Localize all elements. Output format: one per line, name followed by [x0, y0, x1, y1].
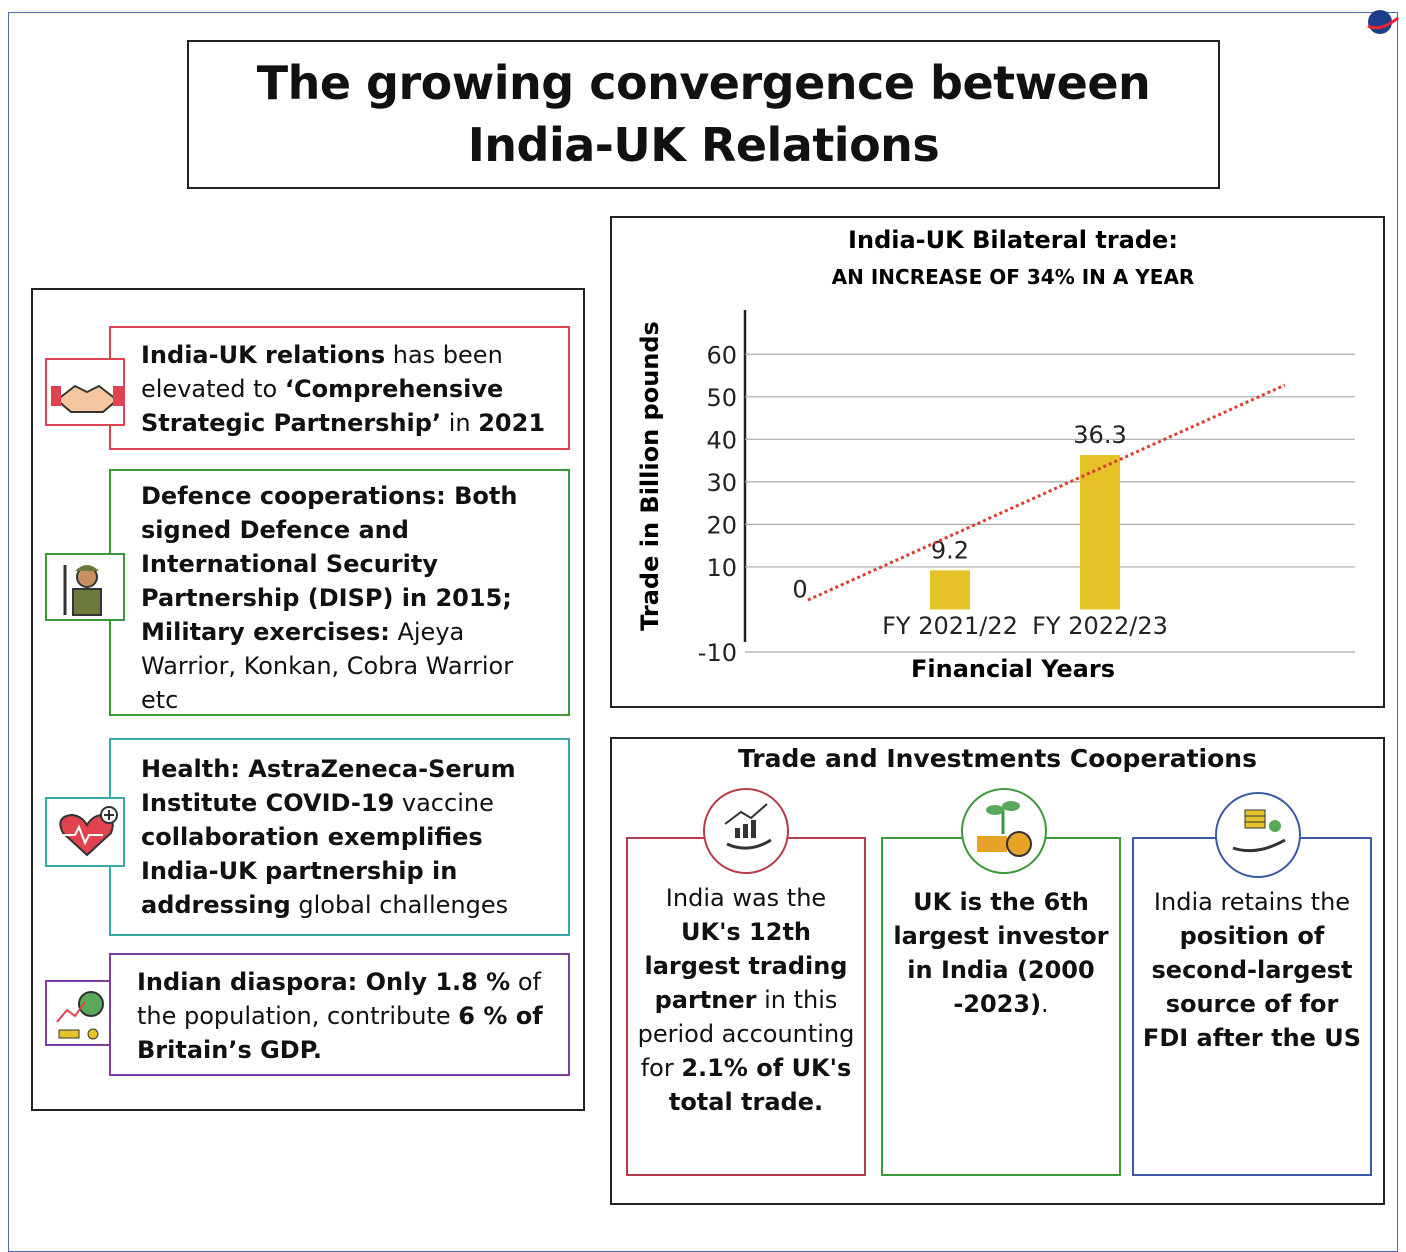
trend-line: [807, 383, 1286, 602]
text: global challenges: [290, 891, 509, 919]
text: India was the: [665, 884, 827, 912]
y-tick-label: 10: [706, 554, 737, 582]
x-tick-label: FY 2022/23: [1032, 612, 1168, 640]
text: in: [441, 409, 479, 437]
y-tick-label: 40: [706, 426, 737, 454]
y-axis-label: Trade in Billion pounds: [636, 321, 664, 631]
text: vaccine: [394, 789, 494, 817]
text: India retains the: [1153, 888, 1351, 916]
bold-text: Defence cooperations: Both signed Defenc…: [141, 482, 518, 646]
y-tick-label: 50: [706, 384, 737, 412]
card: Health: AstraZeneca-Serum Institute COVI…: [109, 738, 570, 936]
text: Ajeya Warrior, Konkan, Cobra Warrior etc: [141, 618, 514, 714]
trade-column: India retains the position of second-lar…: [1132, 837, 1372, 1176]
bar: [1080, 455, 1120, 610]
bold-text: collaboration exemplifies India-UK partn…: [141, 823, 483, 919]
x-tick-label: FY 2021/22: [882, 612, 1018, 640]
title-line: India-UK Relations: [467, 118, 940, 172]
y-tick-label: 30: [706, 469, 737, 497]
bold-text: 6 % of Britain’s GDP.: [137, 1002, 543, 1064]
bold-text: 2.1% of UK's total trade.: [668, 1054, 852, 1116]
chart-title: India-UK Bilateral trade:: [848, 226, 1178, 254]
text: .: [1041, 990, 1049, 1018]
y-tick-label: -10: [698, 639, 737, 667]
chart: India-UK Bilateral trade: AN INCREASE OF…: [636, 226, 1355, 683]
trade-box: [610, 737, 1385, 1205]
chart-subtitle: AN INCREASE OF 34% IN A YEAR: [832, 265, 1195, 289]
health-icon: [45, 797, 125, 867]
diaspora-icon: [45, 980, 111, 1046]
bold-text: Health: AstraZeneca-Serum Institute COVI…: [141, 755, 516, 817]
text: in this period accounting for: [637, 986, 855, 1082]
data-label: 36.3: [1073, 421, 1126, 449]
investor-icon: [961, 788, 1047, 874]
bold-text: India-UK relations: [141, 341, 386, 369]
bar: [930, 570, 970, 610]
trade-column: UK is the 6th largest investor in India …: [881, 837, 1121, 1176]
y-tick-label: 60: [706, 341, 737, 369]
trade-column: India was the UK's 12th largest trading …: [626, 837, 866, 1176]
bold-text: UK is the 6th largest investor in India …: [893, 888, 1109, 1018]
handshake-icon: [45, 358, 125, 426]
x-axis-label: Financial Years: [911, 655, 1115, 683]
logo: [1367, 10, 1399, 34]
trade-icon: [703, 788, 789, 874]
card: Defence cooperations: Both signed Defenc…: [109, 469, 570, 716]
left-panel: [31, 288, 585, 1111]
text: has been elevated to: [141, 341, 503, 403]
fdi-icon: [1215, 792, 1301, 878]
bold-text: 2021: [478, 409, 546, 437]
bold-text: ‘Comprehensive Strategic Partnership’: [141, 375, 504, 437]
text: of the population, contribute: [137, 968, 541, 1030]
card: Indian diaspora: Only 1.8 % of the popul…: [109, 953, 570, 1076]
soldier-icon: [45, 553, 125, 621]
bold-text: Indian diaspora: Only 1.8 %: [137, 968, 511, 996]
trade-title: Trade and Investments Cooperations: [738, 744, 1257, 773]
title-box: The growing convergence between India-UK…: [187, 40, 1220, 189]
y-tick-label: 20: [706, 511, 737, 539]
bold-text: UK's 12th largest trading partner: [644, 918, 848, 1014]
bold-text: position of second-largest source of for…: [1142, 922, 1362, 1052]
chart-box: [610, 216, 1385, 708]
data-label: 0: [792, 575, 807, 603]
data-label: 9.2: [931, 536, 969, 564]
title-line: The growing convergence between: [256, 56, 1151, 110]
